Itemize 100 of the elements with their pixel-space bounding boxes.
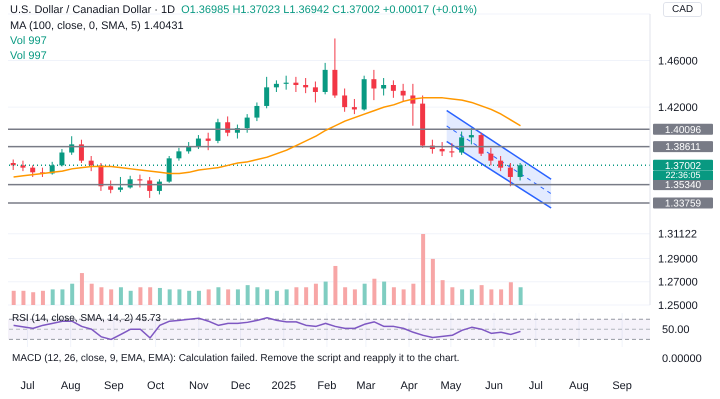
bar (460, 289, 464, 305)
bar (440, 280, 445, 305)
x-tick-label: Feb (317, 380, 336, 392)
x-tick-label: Oct (147, 380, 164, 392)
bar (187, 290, 192, 305)
x-tick-label: Apr (400, 380, 418, 392)
y-tick-label: 1.27000 (658, 276, 698, 289)
y-tick-label: 1.25000 (658, 300, 698, 312)
text: CAD (663, 2, 702, 17)
x-tick-label: Nov (189, 380, 210, 392)
ref-line-label: 1.38611 (665, 142, 702, 154)
x-tick-label: May (440, 380, 462, 392)
bar (50, 289, 55, 305)
candlestick (371, 69, 376, 101)
y-tick-label: 1.31122 (658, 228, 697, 241)
bar (265, 289, 270, 305)
candlestick (206, 132, 211, 151)
bar (518, 287, 523, 305)
bar (109, 289, 114, 305)
bar (489, 289, 494, 305)
candlestick (118, 176, 123, 193)
bar (421, 234, 426, 305)
bar (168, 289, 172, 305)
bar (508, 282, 513, 305)
candlestick (264, 76, 270, 109)
bar (12, 290, 16, 305)
candlestick (284, 75, 289, 90)
bar (294, 287, 298, 305)
bar (314, 284, 318, 305)
candlestick (215, 118, 220, 144)
x-tick-label: Jul (528, 380, 543, 392)
ref-line-label: 1.33759 (664, 198, 702, 210)
bar (430, 258, 435, 305)
text: 0.00000 (662, 353, 702, 365)
bar (372, 278, 376, 305)
bar (499, 289, 504, 305)
candlestick (342, 88, 348, 112)
bar (31, 292, 36, 305)
bar (255, 287, 260, 305)
candlestick (352, 98, 357, 115)
ref-line-label: 1.35340 (664, 180, 702, 192)
annotation: U.S. Dollar / Canadian Dollar · 1D (10, 4, 176, 16)
bar (411, 284, 416, 305)
bar (128, 290, 133, 305)
bar (236, 289, 240, 305)
y-tick-label: 1.29000 (658, 253, 698, 266)
bar (333, 266, 338, 305)
candlestick (440, 142, 445, 157)
candlestick (400, 83, 406, 102)
bar (402, 289, 406, 305)
text: MACD (12, 26, close, 9, EMA, EMA): Calculation failed. Remove the script and reapply it to the chart. (12, 353, 460, 364)
candlestick (390, 80, 396, 98)
bar (196, 290, 201, 305)
x-tick-label: Jun (485, 380, 503, 392)
text: 50.00 (662, 324, 690, 336)
bar (480, 285, 484, 305)
bar (206, 289, 211, 305)
bar (343, 287, 348, 305)
bar (148, 287, 152, 305)
bar (324, 282, 328, 305)
x-tick-label: Aug (569, 380, 589, 392)
candlestick (293, 76, 298, 92)
candlestick (10, 159, 16, 170)
candlestick (254, 102, 260, 122)
bar (284, 289, 289, 305)
candlestick (312, 81, 318, 103)
bar (99, 287, 104, 305)
bar (177, 289, 182, 305)
candlestick (468, 128, 474, 145)
x-tick-label: Mar (356, 380, 376, 392)
x-tick-label: Dec (230, 380, 251, 392)
candlestick (88, 156, 94, 172)
y-tick-label: 1.46000 (658, 55, 698, 68)
candlestick (303, 78, 308, 94)
bar (118, 287, 123, 305)
candlestick (508, 162, 513, 187)
bar (450, 287, 454, 305)
candlestick (322, 62, 328, 95)
bar (70, 284, 74, 305)
bar (138, 287, 142, 305)
x-tick-label: Sep (612, 380, 632, 392)
candlestick (478, 132, 484, 157)
candlestick (381, 78, 386, 96)
candlestick (108, 180, 114, 194)
x-tick-label: Sep (104, 380, 124, 392)
ref-line-label: 1.37002 (664, 160, 702, 172)
bar (40, 290, 45, 305)
annotation: MA (100, close, 0, SMA, 5) 1.40431 (10, 20, 184, 32)
x-tick-label: 2025 (271, 380, 296, 392)
bar (304, 287, 308, 305)
bar (362, 284, 367, 305)
annotation: Vol 997 (10, 35, 47, 47)
bar (246, 285, 250, 305)
candlestick (30, 164, 36, 178)
candlestick (488, 147, 494, 166)
bar (158, 288, 162, 305)
bar (382, 282, 386, 305)
candlestick (196, 134, 201, 150)
candlestick (176, 147, 182, 162)
bar (274, 290, 279, 305)
